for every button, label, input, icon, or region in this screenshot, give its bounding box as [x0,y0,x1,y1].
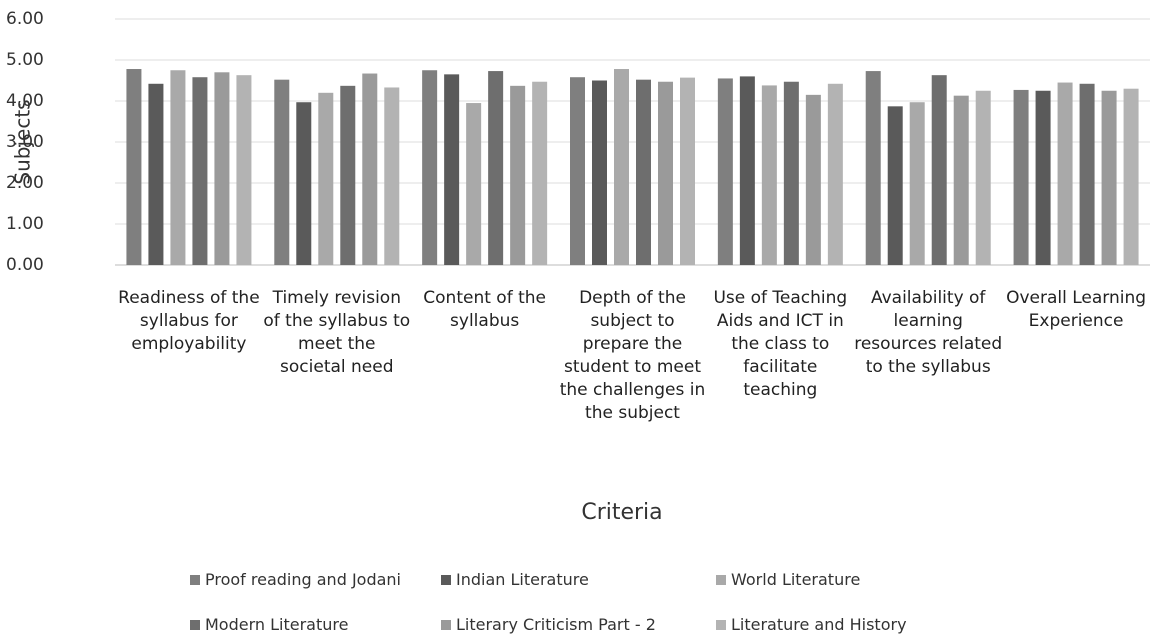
bar [488,71,504,265]
bar [422,70,438,265]
legend-entry: Literature and History [716,615,907,634]
bar [444,74,460,265]
bar [658,81,673,265]
bar [236,75,252,265]
bar [887,106,903,265]
legend-swatch [716,575,726,585]
x-tick-label: Timely revision of the syllabus to meet … [263,288,411,377]
bar [1123,88,1139,265]
x-tick-label: Depth of the subject to prepare the stud… [559,288,706,423]
legend-swatch [441,575,451,585]
y-tick-label: 2.00 [6,173,44,193]
bar [827,83,843,265]
bar [909,102,925,265]
legend-label: Literary Criticism Part - 2 [456,615,656,634]
legend-entry: World Literature [716,570,860,589]
bar [953,95,969,265]
y-tick-label: 4.00 [6,91,44,111]
bar [384,87,400,265]
x-tick-label: Availability of learning resources relat… [854,288,1003,377]
legend-label: Indian Literature [456,570,589,589]
bar [680,77,695,265]
bar [805,94,821,265]
bar [362,73,378,265]
y-tick-label: 1.00 [6,214,44,234]
bar [340,85,356,265]
legend-entry: Literary Criticism Part - 2 [441,615,656,634]
x-tick-label: Overall Learning Experience [1006,288,1147,331]
x-axis-title: Criteria [581,500,662,525]
legend-label: World Literature [731,570,861,589]
y-axis-title: Subjects [11,99,35,184]
bar [761,85,777,265]
legend-swatch [716,620,726,630]
legend-label: Modern Literature [205,615,349,634]
legend-swatch [441,620,451,630]
bar [1013,89,1029,266]
legend-entry: Proof reading and Jodani [190,570,401,589]
bar [126,69,142,266]
y-tick-label: 5.00 [6,50,44,70]
bar [296,102,312,265]
bar [214,72,230,265]
bar [739,76,755,266]
bar [1057,82,1073,265]
bar [1079,83,1095,265]
x-tick-label: Readiness of the syllabus for employabil… [118,288,260,354]
bar [510,85,526,265]
bar [192,77,208,265]
y-tick-label: 6.00 [6,9,44,29]
x-tick-label: Use of Teaching Aids and ICT in the clas… [713,288,848,400]
y-tick-label: 3.00 [6,132,44,152]
bar [570,77,585,265]
legend-label: Literature and History [731,615,907,634]
bar [636,79,651,266]
legend-entry: Modern Literature [190,615,348,634]
bar [532,81,548,265]
bar [975,90,991,265]
bar [148,83,164,265]
legend-entry: Indian Literature [441,570,589,589]
bar [274,79,290,266]
bar [783,81,799,265]
bar [318,92,334,265]
legend-swatch [190,620,200,630]
bar [466,103,482,265]
legend-label: Proof reading and Jodani [205,570,401,589]
x-tick-label: Content of the syllabus [423,288,546,331]
bar [1035,90,1051,265]
y-tick-label: 0.00 [6,255,44,275]
legend-swatch [190,575,200,585]
bar [1101,90,1117,265]
bar [614,69,629,266]
bar [592,80,607,265]
bar [717,78,733,265]
bar [931,75,947,265]
bar [865,71,881,265]
bar [170,70,186,265]
